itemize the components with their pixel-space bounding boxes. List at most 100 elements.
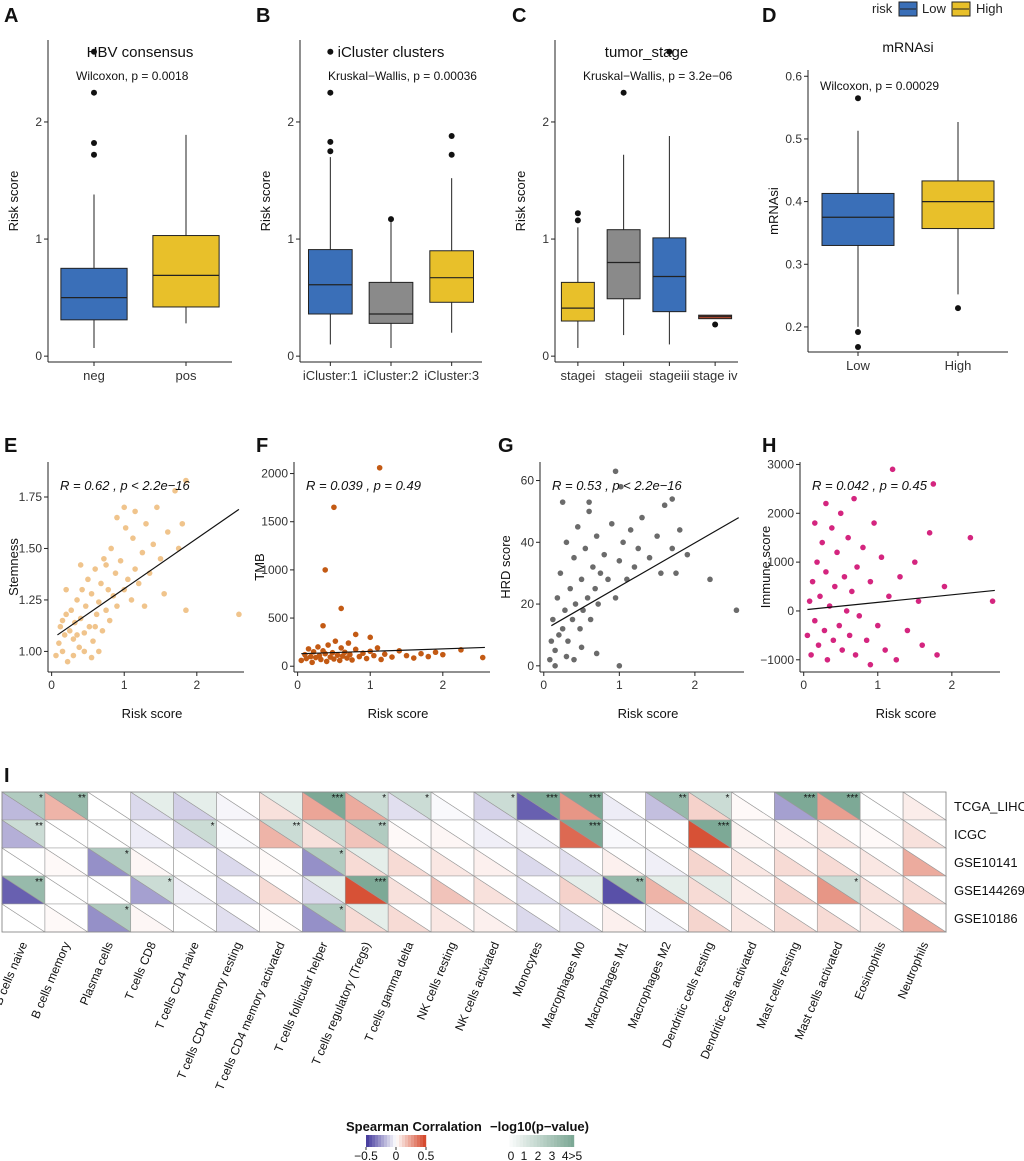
corr-legend-gradient-step	[417, 1135, 421, 1147]
panel-h-point	[989, 598, 996, 604]
panel-g-point	[572, 601, 579, 607]
panel-b-icluster-boxplot: iCluster clusters Kruskal−Wallis, p = 0.0…	[258, 40, 482, 383]
panel-e-point	[99, 628, 106, 634]
heatmap-row-label: TCGA_LIHC	[954, 799, 1024, 814]
panel-e-point	[179, 520, 186, 527]
panel-h-point	[823, 569, 829, 575]
panel-h-point	[845, 534, 851, 541]
panel-h-point	[863, 637, 870, 644]
panel-a-box-pos	[152, 235, 220, 308]
panel-h-point	[851, 495, 857, 502]
panel-h-y-tick-label: 3000	[767, 457, 794, 471]
heatmap-cell-tcga-lihc-monocytes-significance: ***	[546, 793, 558, 804]
panel-c-tumor-stage-boxplot: tumor_stage Kruskal−Wallis, p = 3.2e−06 0 1…	[513, 40, 738, 383]
panel-g-point	[658, 570, 664, 576]
panel-b-x-tick-label: iCluster:2	[364, 368, 419, 383]
panel-f-point	[322, 650, 329, 657]
panel-c-x-tick-label: stageiii	[649, 368, 690, 383]
panel-c-box-stageiii	[652, 237, 687, 313]
panel-h-point	[912, 559, 918, 565]
heatmap-cell-tcga-lihc-dendritic-cells-resting-significance: *	[726, 793, 730, 804]
panel-a-y-tick-label: 1	[35, 232, 42, 246]
panel-g-y-tick-label: 60	[521, 474, 535, 488]
panel-b-box-icluster-2-outlier	[388, 216, 394, 223]
panel-b-stat-annotation: Kruskal−Wallis, p = 0.00036	[328, 69, 477, 83]
panel-e-point	[183, 607, 189, 614]
panel-g-point	[563, 539, 570, 546]
panel-e-y-tick-label: 1.00	[19, 644, 43, 658]
heatmap-column-label: B cells naive	[0, 939, 30, 1007]
panel-f-point	[334, 652, 341, 658]
panel-e-stemness-scatter: 1.00 1.25 1.50 1.75 Stemness 0 1 2 Risk score R =…	[6, 462, 244, 721]
heatmap-column-label: Plasma cells	[77, 940, 116, 1007]
heatmap-cell-gse144269-t-cells-regulatory-tregs-significance: ***	[374, 877, 386, 888]
panel-e-point	[63, 611, 69, 618]
panel-c-x-tick-label: stagei	[561, 368, 596, 383]
panel-e-y-tick-label: 1.75	[19, 490, 43, 504]
panel-f-regression-line	[301, 646, 485, 655]
panel-g-x-label: Risk score	[618, 706, 679, 721]
pvalue-legend-gradient-step	[533, 1135, 537, 1147]
panel-f-point	[345, 640, 352, 646]
panel-h-point	[849, 588, 855, 595]
pvalue-legend-gradient-step	[516, 1135, 520, 1147]
panel-h-point	[967, 534, 974, 541]
panel-h-point	[941, 583, 948, 590]
pvalue-legend-tick-label: 1	[521, 1149, 528, 1161]
panel-g-point	[567, 585, 574, 592]
panel-h-point	[852, 652, 859, 658]
panel-d-box-low	[821, 192, 895, 246]
panel-h-point	[926, 530, 933, 536]
panel-e-point	[66, 628, 73, 634]
panel-f-point	[323, 658, 330, 665]
panel-g-point	[669, 496, 676, 502]
panel-h-point	[809, 578, 816, 585]
panel-e-x-tick-label: 1	[121, 678, 128, 692]
panel-c-y-label: Risk score	[513, 171, 528, 232]
panel-e-point	[122, 525, 129, 531]
panel-h-point	[846, 632, 853, 639]
heatmap-cell-tcga-lihc-b-cells-memory-significance: **	[78, 793, 86, 804]
panel-e-point	[101, 555, 107, 562]
corr-legend-gradient-step	[411, 1135, 415, 1147]
panel-g-y-tick-label: 20	[521, 597, 535, 611]
heatmap-column-label: Macrophages M2	[625, 939, 674, 1030]
panel-e-regression-line	[57, 508, 240, 636]
panel-e-point	[141, 603, 148, 609]
panel-f-tmb-scatter: 0 500 1000 1500 2000 TMB 0 1 2 Risk score R = 0.03…	[252, 462, 490, 721]
panel-a-y-label: Risk score	[6, 171, 21, 232]
panel-g-point	[639, 514, 645, 521]
panel-f-point	[432, 649, 439, 656]
panel-f-point	[331, 504, 337, 511]
pvalue-legend-tick-label: 4>5	[562, 1149, 583, 1161]
panel-letter-h: H	[762, 435, 776, 457]
panel-h-point	[897, 573, 903, 580]
panel-e-point	[92, 566, 98, 572]
panel-g-point	[569, 616, 576, 623]
heatmap-row-label: GSE10141	[954, 855, 1018, 870]
panel-e-point	[90, 638, 96, 644]
panel-h-point	[821, 627, 828, 634]
heatmap-row-label: GSE10186	[954, 911, 1018, 926]
panel-e-point	[61, 632, 68, 638]
panel-e-point	[88, 654, 95, 661]
heatmap-cell-icgc-dendritic-cells-resting-significance: ***	[718, 821, 730, 832]
panel-e-point	[64, 658, 71, 665]
panel-h-point	[839, 647, 846, 653]
panel-letter-c: C	[512, 5, 526, 27]
panel-d-box-high	[921, 180, 995, 230]
panel-g-point	[574, 524, 581, 530]
corr-legend-tick-label: 0	[393, 1149, 400, 1161]
panel-h-regression-line	[807, 589, 995, 611]
panel-h-point	[817, 593, 823, 600]
panel-a-box-neg-outlier	[91, 89, 97, 96]
panel-h-y-tick-label: −1000	[760, 653, 794, 667]
panel-d-y-tick-label: 0.4	[785, 195, 802, 209]
panel-g-point	[578, 644, 585, 651]
heatmap-cell-tcga-lihc-t-cells-follicular-helper-significance: ***	[332, 793, 344, 804]
panel-e-point	[79, 586, 85, 593]
panel-d-stat-annotation: Wilcoxon, p = 0.00029	[820, 79, 939, 93]
panel-c-x-tick-label: stage iv	[693, 368, 738, 383]
heatmap-column-label: Macrophages M0	[539, 939, 588, 1030]
panel-g-point	[571, 554, 577, 561]
